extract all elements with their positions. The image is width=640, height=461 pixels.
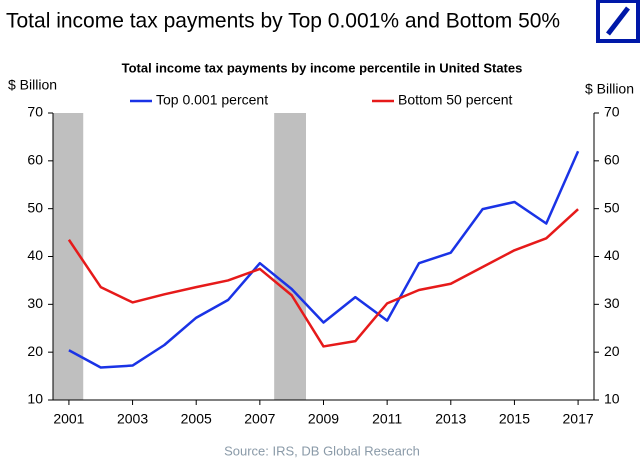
logo-frame — [596, 0, 640, 43]
y-axis-label: $ Billion — [8, 77, 57, 93]
x-tick-label: 2005 — [181, 411, 212, 427]
chart-title: Total income tax payments by income perc… — [122, 60, 523, 75]
y-tick-label: 30 — [27, 295, 43, 311]
x-tick-label: 2011 — [372, 411, 402, 427]
y2-tick-label: 70 — [604, 104, 620, 120]
legend-label: Top 0.001 percent — [156, 92, 268, 108]
x-tick-label: 2013 — [435, 411, 466, 427]
x-tick-label: 2001 — [53, 411, 84, 427]
x-tick-label: 2007 — [244, 411, 275, 427]
y2-axis-label: $ Billion — [585, 81, 634, 97]
series-line — [67, 208, 579, 348]
y2-tick-label: 30 — [604, 295, 620, 311]
y-tick-label: 10 — [27, 391, 43, 407]
y-tick-label: 60 — [27, 152, 43, 168]
x-tick-label: 2003 — [117, 411, 148, 427]
y2-tick-label: 60 — [604, 152, 620, 168]
x-tick-label: 2017 — [563, 411, 594, 427]
y-tick-label: 70 — [27, 104, 43, 120]
recession-shade — [53, 113, 84, 400]
y-tick-label: 50 — [27, 199, 43, 215]
page-title: Total income tax payments by Top 0.001% … — [6, 10, 560, 33]
y2-tick-label: 50 — [604, 199, 620, 215]
y-tick-label: 40 — [27, 247, 43, 263]
y2-tick-label: 40 — [604, 247, 620, 263]
recession-shade — [274, 113, 306, 400]
x-tick-label: 2015 — [499, 411, 530, 427]
y2-tick-label: 20 — [604, 343, 620, 359]
series-line — [68, 150, 580, 369]
legend-label: Bottom 50 percent — [398, 92, 513, 108]
logo — [596, 0, 640, 43]
y2-tick-label: 10 — [604, 391, 620, 407]
y-tick-label: 20 — [27, 343, 43, 359]
x-tick-label: 2009 — [308, 411, 339, 427]
source-note: Source: IRS, DB Global Research — [224, 443, 420, 458]
logo-slash — [606, 6, 630, 36]
